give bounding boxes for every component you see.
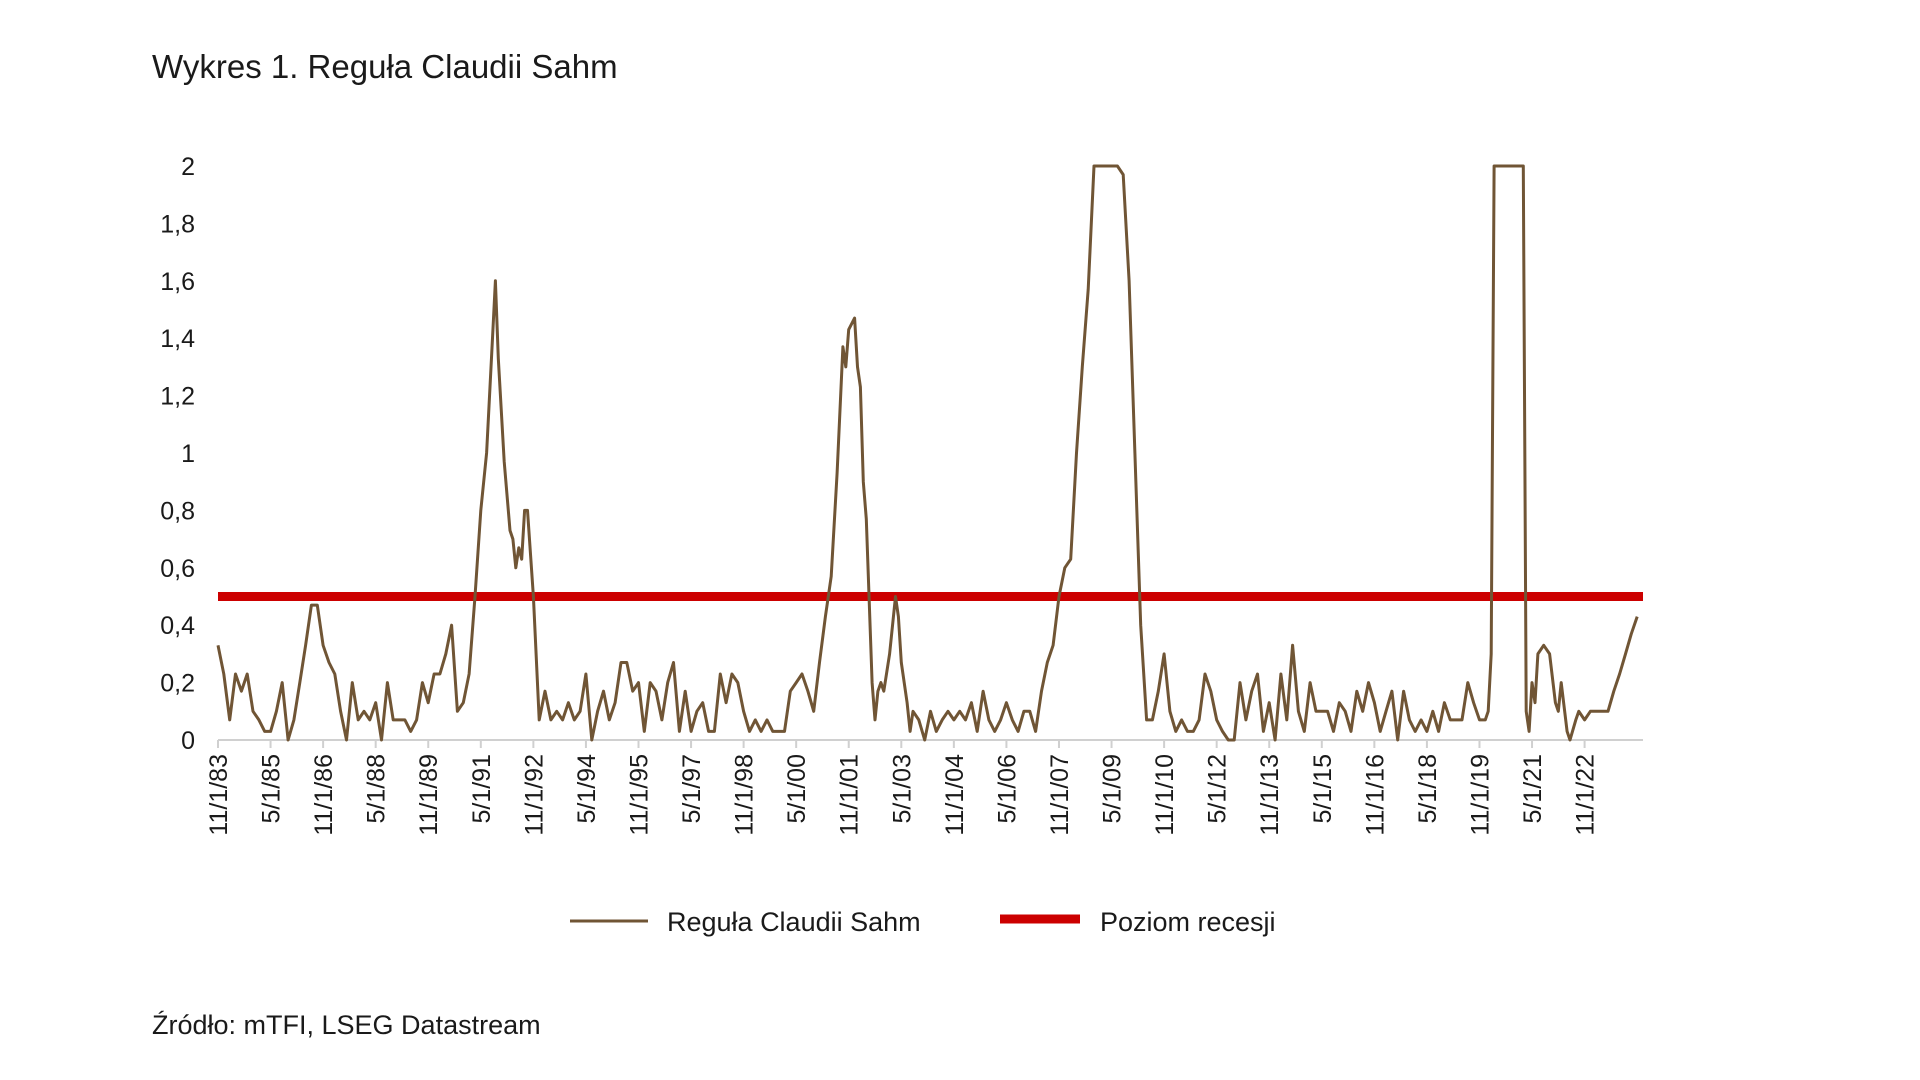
- y-tick-label: 2: [181, 153, 195, 181]
- x-tick-label: 5/1/00: [783, 754, 811, 824]
- x-tick-label: 11/1/19: [1466, 754, 1494, 836]
- x-tick-label: 11/1/04: [941, 754, 969, 836]
- x-tick-label: 11/1/98: [731, 754, 759, 836]
- sahm-rule-series-line: [216, 164, 1639, 742]
- x-tick-label: 5/1/18: [1414, 754, 1442, 824]
- x-tick-label: 11/1/92: [520, 754, 548, 836]
- y-tick-label: 0,2: [160, 670, 195, 698]
- chart-title: Wykres 1. Reguła Claudii Sahm: [152, 48, 618, 85]
- x-tick-label: 11/1/13: [1256, 754, 1284, 836]
- x-tick-label: 5/1/94: [573, 754, 601, 824]
- y-tick-label: 1: [181, 440, 195, 468]
- y-tick-label: 1,4: [160, 325, 195, 353]
- y-tick-label: 0,4: [160, 612, 195, 640]
- x-tick-label: 5/1/03: [888, 754, 916, 824]
- x-tick-label: 5/1/85: [258, 754, 286, 824]
- legend: Reguła Claudii Sahm Poziom recesji: [570, 907, 1276, 937]
- x-tick-label: 11/1/01: [836, 754, 864, 836]
- x-tick-label: 5/1/91: [468, 754, 496, 824]
- x-axis-ticks: 11/1/83 5/1/85 11/1/86 5/1/88 11/1/89 5/1/91 1…: [205, 740, 1600, 836]
- y-tick-label: 0,6: [160, 555, 195, 583]
- x-tick-label: 5/1/06: [993, 754, 1021, 824]
- x-tick-label: 11/1/10: [1151, 754, 1179, 836]
- y-tick-label: 1,6: [160, 268, 195, 296]
- x-tick-label: 11/1/89: [415, 754, 443, 836]
- x-tick-label: 5/1/21: [1519, 754, 1547, 824]
- x-tick-label: 11/1/83: [205, 754, 233, 836]
- y-tick-label: 0: [181, 727, 195, 755]
- x-tick-label: 5/1/15: [1309, 754, 1337, 824]
- x-tick-label: 5/1/09: [1099, 754, 1127, 824]
- x-tick-label: 5/1/88: [363, 754, 391, 824]
- x-tick-label: 5/1/97: [678, 754, 706, 824]
- legend-label-sahm: Reguła Claudii Sahm: [667, 907, 921, 937]
- chart-area: 0 0,2 0,4 0,6 0,8 1 1,2 1,4 1,6 1,8 2 11/1/83 5/1/8…: [160, 153, 1643, 937]
- x-tick-label: 5/1/12: [1204, 754, 1232, 824]
- x-tick-label: 11/1/07: [1046, 754, 1074, 836]
- y-axis-ticks: 0 0,2 0,4 0,6 0,8 1 1,2 1,4 1,6 1,8 2: [160, 153, 195, 755]
- y-tick-label: 1,2: [160, 383, 195, 411]
- source-note: Źródło: mTFI, LSEG Datastream: [152, 1010, 541, 1040]
- x-tick-label: 11/1/86: [310, 754, 338, 836]
- y-tick-label: 0,8: [160, 497, 195, 525]
- legend-label-recession: Poziom recesji: [1100, 907, 1276, 937]
- x-tick-label: 11/1/16: [1361, 754, 1389, 836]
- x-tick-label: 11/1/95: [625, 754, 653, 836]
- y-tick-label: 1,8: [160, 210, 195, 238]
- x-tick-label: 11/1/22: [1572, 754, 1600, 836]
